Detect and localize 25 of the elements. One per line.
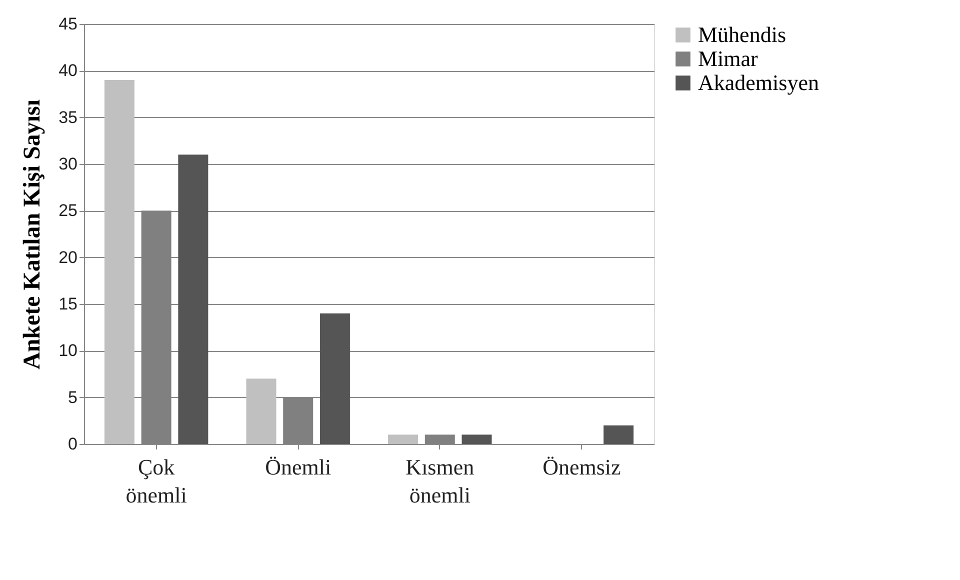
y-tick-label: 20 [58,248,78,267]
y-tick-label: 5 [68,388,78,407]
y-axis-title: Ankete Katılan Kişi Sayısı [20,99,46,370]
x-tick-label: Önemsiz [542,454,622,480]
x-tick-label: Kısmen önemli [406,454,474,508]
y-tick-label: 25 [58,201,78,220]
bar [388,434,418,444]
legend-label: Akademisyen [698,70,819,95]
y-tick-label: 15 [58,294,78,314]
x-tick-label: Önemli [265,454,332,480]
y-tick-label: 35 [58,108,78,127]
bar [178,154,208,444]
x-tick-label: Çok önemli [126,454,187,508]
bar [246,378,276,444]
y-tick-label: 40 [58,61,78,80]
y-tick-label: 0 [68,434,78,454]
bar [462,434,492,444]
y-tick-label: 45 [58,14,78,34]
legend-label: Mühendis [698,22,786,47]
y-tick-label: 30 [58,154,78,174]
bar [104,80,134,444]
y-tick-label: 10 [58,341,78,360]
legend-label: Mimar [698,46,759,71]
bar [320,313,350,444]
bar [604,425,634,444]
